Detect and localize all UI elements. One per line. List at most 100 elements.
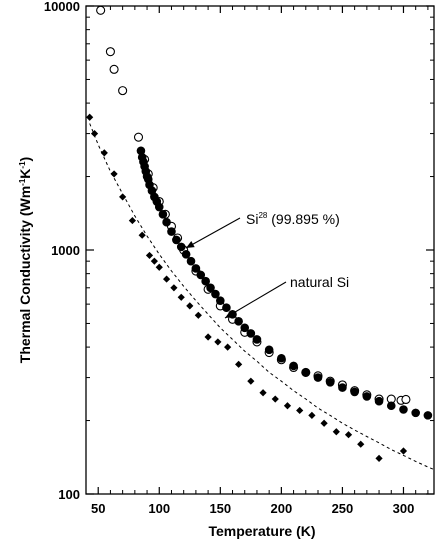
filled-circle-point [181,250,191,259]
filled-diamond-point [399,447,408,455]
open-circle-point [109,64,119,74]
x-tick-label: 50 [91,501,105,516]
filled-circle-point [240,323,250,333]
filled-circle-point [206,283,215,293]
filled-circle-point [264,345,274,355]
filled-diamond-point [145,251,154,260]
filled-circle-point [350,387,359,397]
arrow-si28 [185,217,241,249]
open-circle-point [105,47,115,57]
y-tick-label: 1000 [51,243,80,258]
filled-diamond-point [177,293,185,301]
filled-diamond-point [308,411,316,419]
x-axis-label: Temperature (K) [208,523,315,539]
series-dashed-fit [89,123,435,470]
filled-diamond-point [150,257,158,265]
filled-circle-point [162,217,171,227]
filled-diamond-point [100,149,108,157]
fit-curve [89,123,435,470]
filled-circle-point [325,377,335,387]
plot-border [85,5,435,495]
arrow-natural-si [224,281,287,319]
y-axis-label-exp1: -1 [18,178,27,186]
annotations [185,217,287,319]
filled-circle-point [423,411,433,420]
open-circle-point [96,5,106,15]
plot-frame [85,5,435,495]
x-tick-label: 100 [148,501,170,516]
filled-circle-point [362,392,372,401]
annotation-si28-rest: (99.895 %) [267,211,339,227]
filled-diamond-point [332,428,340,436]
y-axis-label-mid: K [17,169,33,179]
filled-circle-point [289,361,298,371]
filled-circle-point [234,317,243,326]
filled-diamond-point [155,263,163,271]
series-open-circle [96,5,411,405]
filled-diamond-point [259,389,267,397]
filled-circle-point [158,210,168,219]
y-axis-label: Thermal Conductivity (Wm-1K-1) [17,157,33,363]
filled-circle-point [411,408,420,418]
open-circle-point [401,394,411,405]
filled-diamond-point [138,231,146,239]
filled-circle-point [277,353,286,363]
arrow-natural-si-head [225,310,234,318]
annotation-natural-si: natural Si [290,274,349,290]
x-tick-label: 300 [393,501,415,516]
open-circle-point [118,86,128,96]
filled-diamond-point [320,419,328,427]
filled-diamond-point [296,406,304,415]
filled-diamond-point [186,302,194,310]
filled-diamond-point [204,333,212,341]
filled-circle-point [186,256,196,266]
y-tick-label: 10000 [44,0,80,14]
axis-ticks [86,5,434,495]
filled-diamond-point [224,343,232,351]
y-axis-label-main: Thermal Conductivity (Wm [17,186,33,363]
filled-circle-point [191,264,201,273]
axis-tick-labels: 50 100 150 200 250 300 100 1000 10000 [44,0,414,516]
annotation-si28-base: Si [246,211,258,227]
data-series [86,5,435,470]
filled-circle-point [301,368,311,377]
series-filled-diamond [86,113,408,462]
filled-circle-point [246,329,256,338]
filled-diamond-point [271,395,279,403]
filled-circle-point [196,270,206,280]
y-tick-label: 100 [58,487,80,502]
filled-diamond-point [283,402,292,410]
filled-circle-point [172,235,181,245]
filled-diamond-point [357,440,365,448]
y-axis-label-end: ) [17,157,33,162]
filled-diamond-point [194,311,202,319]
annotation-si28: Si28 (99.895 %) [246,211,340,227]
x-tick-label: 200 [271,501,293,516]
filled-circle-point [167,227,176,236]
annotation-si28-sup: 28 [258,211,267,220]
filled-circle-point [374,396,384,406]
filled-diamond-point [162,275,171,283]
filled-diamond-point [119,193,127,201]
filled-diamond-point [86,113,94,121]
arrow-si28-head [186,241,195,248]
filled-circle-point [313,373,323,382]
filled-circle-point [386,401,396,411]
filled-diamond-point [170,284,178,292]
filled-diamond-point [375,454,383,462]
x-tick-label: 150 [209,501,231,516]
y-axis-label-exp2: -1 [18,161,27,169]
filled-circle-point [216,296,225,305]
filled-circle-point [176,242,186,252]
filled-circle-point [399,405,408,414]
open-circle-point [133,132,144,142]
x-tick-label: 250 [332,501,354,516]
filled-circle-point [154,202,164,212]
filled-diamond-point [235,360,243,368]
filled-circle-point [338,383,347,392]
filled-circle-point [252,335,262,344]
filled-diamond-point [247,377,255,385]
filled-circle-point [211,289,220,299]
filled-diamond-point [344,431,353,439]
